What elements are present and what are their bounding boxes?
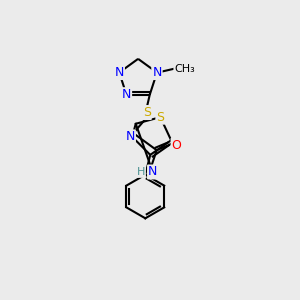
Text: CH₃: CH₃ (174, 64, 195, 74)
Text: N: N (115, 66, 124, 79)
Text: N: N (122, 88, 131, 101)
Text: O: O (172, 139, 182, 152)
Text: N: N (152, 66, 162, 79)
Text: S: S (143, 106, 151, 119)
Text: H: H (137, 167, 145, 177)
Text: S: S (156, 111, 164, 124)
Text: N: N (126, 130, 135, 143)
Text: N: N (148, 166, 158, 178)
